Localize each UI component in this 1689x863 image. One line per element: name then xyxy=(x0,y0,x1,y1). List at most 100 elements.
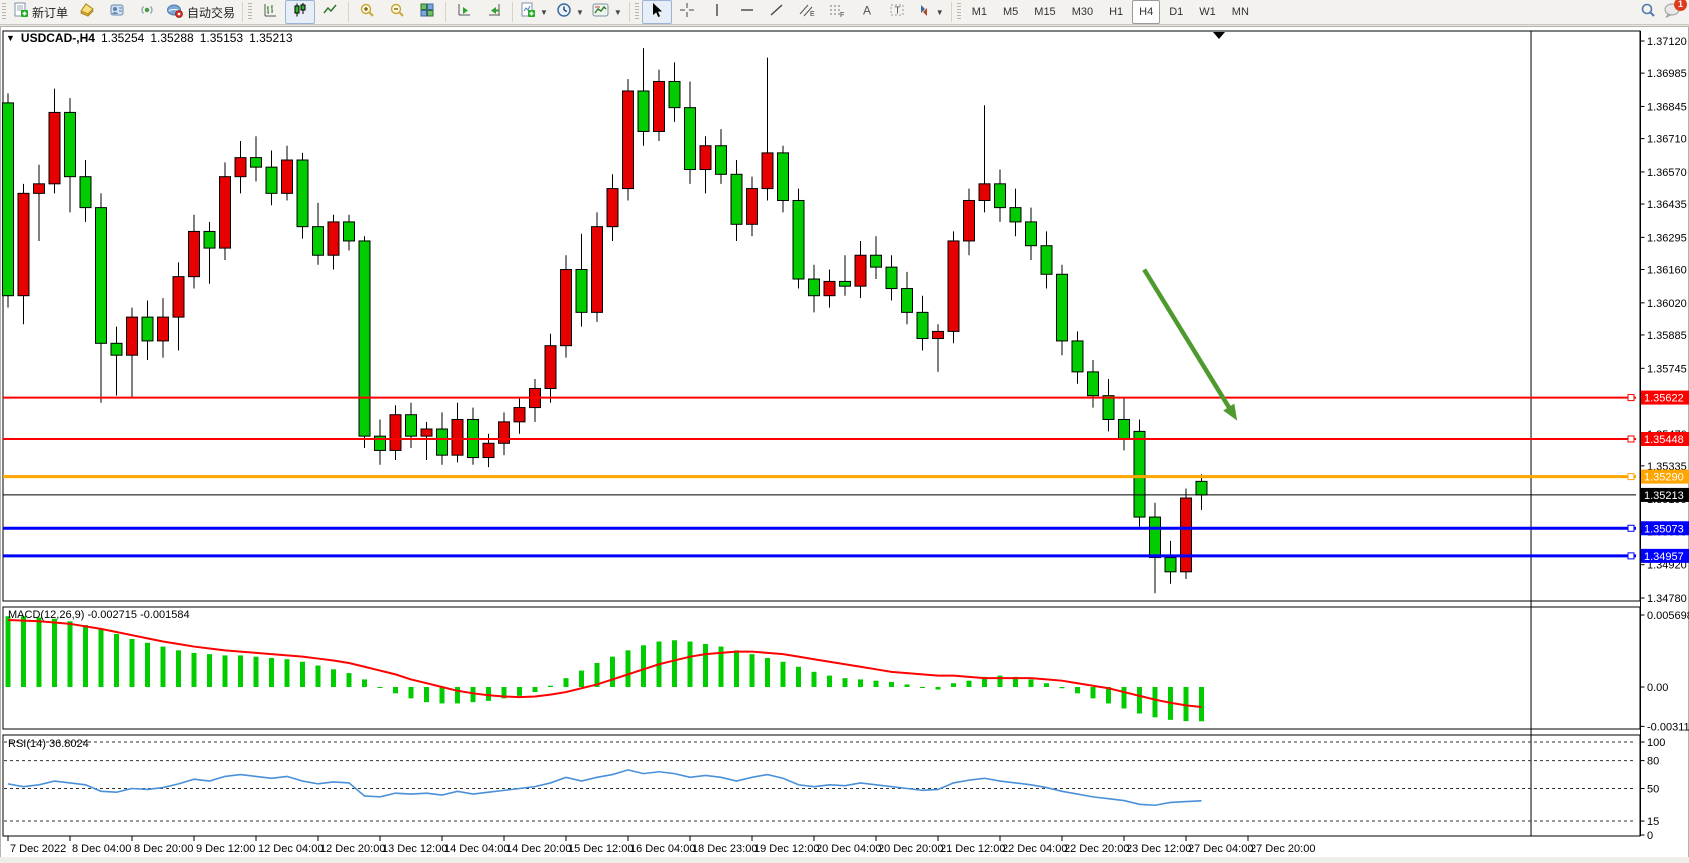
timeframe-group: M1 M5 M15 M30 H1 H4 D1 W1 MN xyxy=(964,0,1257,24)
navigator-button[interactable] xyxy=(132,0,162,24)
candle-body xyxy=(994,183,1006,209)
macd-bar xyxy=(470,687,476,703)
macd-bar xyxy=(858,679,863,687)
chart-symbol-dropdown[interactable]: ▼ xyxy=(6,33,15,43)
candle-body xyxy=(95,207,107,344)
horizontal-line-tool-button[interactable] xyxy=(732,0,762,24)
macd-bar xyxy=(269,657,274,687)
text-label-tool-button[interactable]: T xyxy=(882,0,912,24)
chart-shift-button[interactable] xyxy=(479,0,509,24)
timeframe-button-M1[interactable]: M1 xyxy=(971,6,987,18)
window-bottom-strip xyxy=(0,857,1689,863)
macd-pane[interactable] xyxy=(2,606,1641,730)
candlestick-chart-button[interactable] xyxy=(285,0,316,24)
macd-bar xyxy=(1028,679,1034,687)
line-anchor-marker[interactable] xyxy=(1627,524,1635,532)
chevron-down-icon: ▼ xyxy=(935,7,944,17)
svg-text:E: E xyxy=(810,11,815,18)
toolbar-grip[interactable] xyxy=(248,3,253,21)
candle-body xyxy=(172,276,185,318)
zoom-in-icon xyxy=(359,2,375,23)
candle-body xyxy=(234,157,247,178)
macd-bar xyxy=(579,670,584,687)
auto-trading-button[interactable]: 自动交易 xyxy=(162,0,239,24)
line-chart-button[interactable] xyxy=(315,0,345,24)
crosshair-tool-button[interactable] xyxy=(672,0,702,24)
toolbar-grip[interactable] xyxy=(634,3,639,21)
candle-body xyxy=(1133,430,1146,518)
svg-text:1.35073: 1.35073 xyxy=(1644,523,1684,535)
macd-bar xyxy=(1090,687,1096,699)
timeframe-button-M30[interactable]: M30 xyxy=(1071,6,1094,18)
toolbar-grip[interactable] xyxy=(2,3,6,21)
line-price-label xyxy=(1641,469,1689,484)
search-icon xyxy=(1640,2,1656,23)
notification-badge: 1 xyxy=(1674,0,1687,11)
candle-body xyxy=(1071,340,1084,373)
timeframe-button-M5[interactable]: M5 xyxy=(1003,6,1019,18)
macd-bar xyxy=(703,644,708,687)
chart-canvas[interactable]: 1.37120 1.36985 1.36845 1.36710 1.36570 1.364… xyxy=(0,26,1689,863)
bar-chart-button[interactable] xyxy=(255,0,285,24)
candle-body xyxy=(374,435,386,451)
tile-windows-button[interactable] xyxy=(412,0,442,24)
candle-body xyxy=(684,107,696,171)
timeframe-button-H1[interactable]: H1 xyxy=(1109,6,1124,18)
candle-body xyxy=(823,280,836,297)
candle-body xyxy=(653,80,665,132)
candle-body xyxy=(203,230,216,249)
line-anchor-marker[interactable] xyxy=(1627,394,1635,402)
price-tick-label: 1.36295 xyxy=(1647,232,1687,244)
new-chart-button[interactable]: ▼ xyxy=(516,0,552,24)
macd-bar xyxy=(114,633,119,687)
auto-scroll-button[interactable] xyxy=(449,0,479,24)
time-tick-label: 20 Dec 20:00 xyxy=(878,843,943,855)
timeframe-button-M15[interactable]: M15 xyxy=(1034,6,1056,18)
candle-body xyxy=(560,269,572,347)
data-window-button[interactable] xyxy=(102,0,132,24)
period-button[interactable]: ▼ xyxy=(552,0,588,24)
trendline-tool-button[interactable] xyxy=(762,0,792,24)
candle-body xyxy=(188,230,200,278)
new-order-button[interactable]: 新订单 xyxy=(9,0,72,24)
vertical-line-tool-button[interactable] xyxy=(702,0,732,24)
timeframe-button-D1[interactable]: D1 xyxy=(1169,6,1184,18)
arrows-tool-button[interactable]: ▼ xyxy=(912,0,948,24)
templates-button[interactable]: ▼ xyxy=(588,0,626,24)
candle-body xyxy=(575,269,588,313)
cursor-tool-button[interactable] xyxy=(641,0,672,24)
price-pane[interactable] xyxy=(2,30,1641,602)
timeframe-button-MN[interactable]: MN xyxy=(1231,6,1249,18)
search-button[interactable] xyxy=(1633,0,1663,24)
macd-bar xyxy=(904,684,910,687)
candle-body xyxy=(1087,371,1099,397)
timeframe-button-H4[interactable]: H4 xyxy=(1132,0,1161,24)
macd-bar xyxy=(160,646,166,687)
new-chart-icon xyxy=(520,2,536,23)
macd-bar xyxy=(997,675,1003,687)
text-tool-button[interactable]: A xyxy=(852,0,882,24)
macd-bar xyxy=(1152,687,1158,718)
chat-button[interactable]: 1 xyxy=(1663,0,1687,23)
clock-icon xyxy=(556,2,572,23)
zoom-in-button[interactable] xyxy=(352,0,382,24)
line-price-label xyxy=(1641,548,1689,563)
toolbar-grip[interactable] xyxy=(956,3,961,21)
rsi-label: RSI(14) 36.8024 xyxy=(8,738,89,750)
line-anchor-marker[interactable] xyxy=(1627,435,1635,443)
trendline-icon xyxy=(769,2,785,23)
chart-shift-marker[interactable] xyxy=(1213,32,1225,39)
line-anchor-marker[interactable] xyxy=(1627,552,1635,560)
line-anchor-marker[interactable] xyxy=(1627,473,1635,481)
zoom-out-button[interactable] xyxy=(382,0,412,24)
market-watch-button[interactable] xyxy=(72,0,102,24)
fibonacci-icon: F xyxy=(828,2,846,23)
equidistant-channel-tool-button[interactable]: E xyxy=(792,0,822,24)
timeframe-button-W1[interactable]: W1 xyxy=(1199,6,1216,18)
candle-body xyxy=(1040,245,1053,275)
chart-window: 1.37120 1.36985 1.36845 1.36710 1.36570 1.364… xyxy=(0,26,1689,863)
candle-body xyxy=(932,330,944,340)
macd-label: MACD(12,26,9) -0.002715 -0.001584 xyxy=(8,609,190,621)
arrow-object[interactable] xyxy=(1142,268,1235,416)
fibonacci-tool-button[interactable]: F xyxy=(822,0,852,24)
